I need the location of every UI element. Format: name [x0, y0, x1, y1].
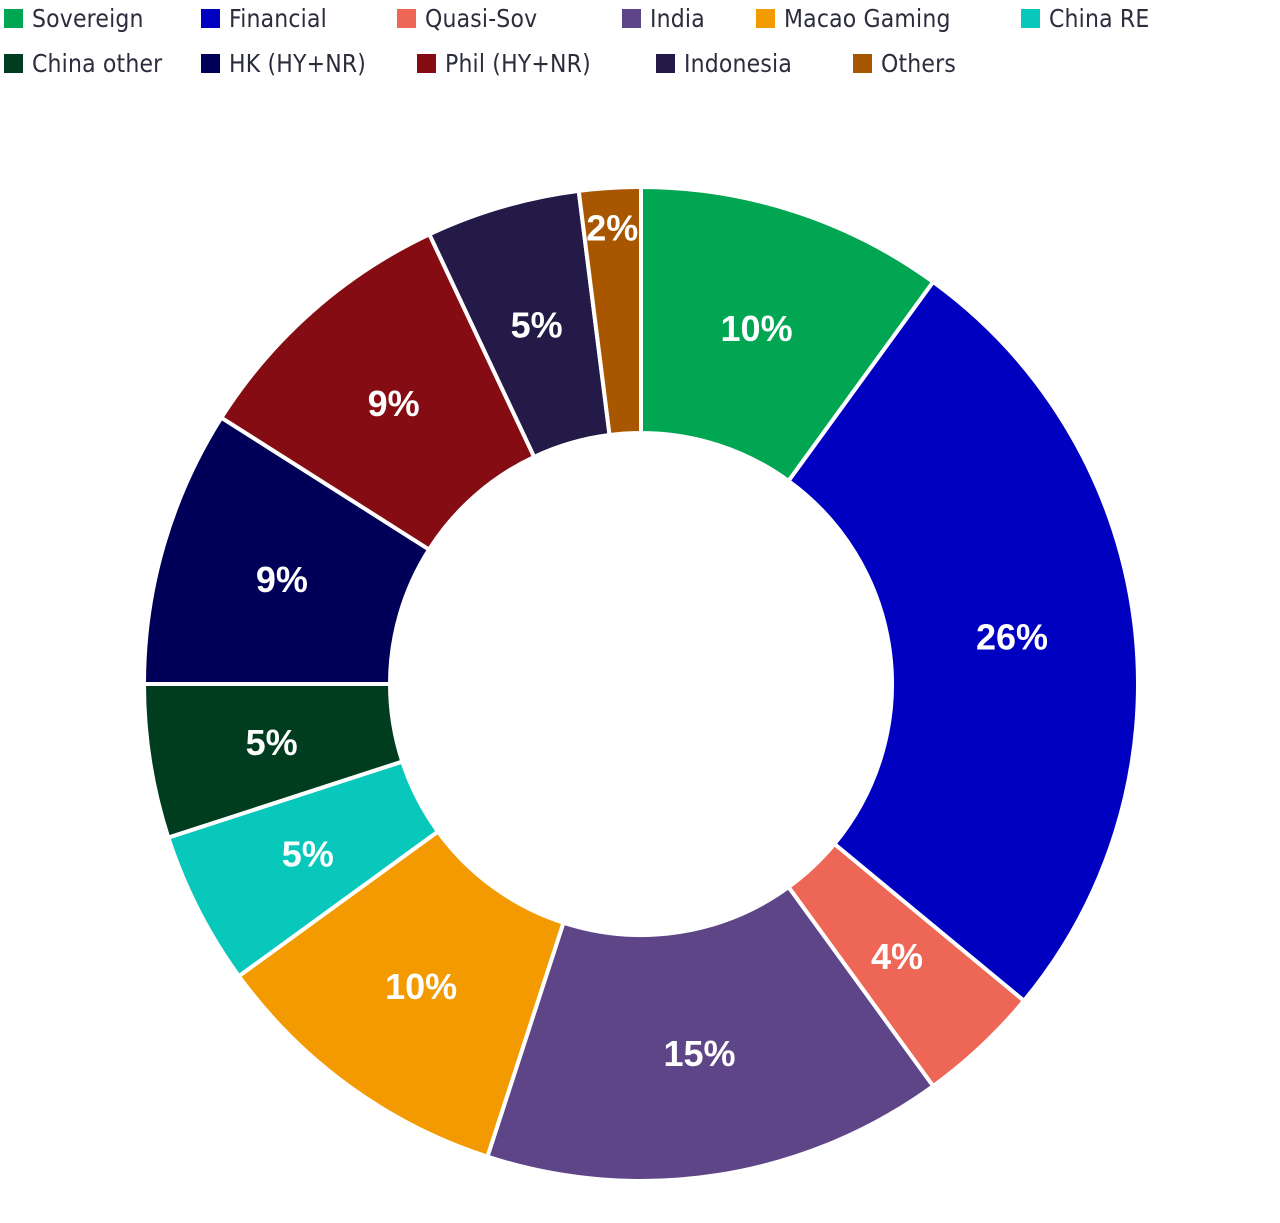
legend-item-phil: Phil (HY+NR)	[417, 48, 611, 78]
slice-value-label: 4%	[871, 936, 923, 977]
donut-slice-phil-hy-nr	[218, 231, 537, 553]
legend-swatch-indonesia	[656, 53, 675, 73]
legend-label: Financial	[229, 3, 327, 33]
donut-slices	[141, 184, 1140, 1183]
legend-item-sovereign: Sovereign	[4, 3, 159, 33]
donut-slice-sovereign	[639, 184, 936, 484]
legend-label: China other	[32, 48, 163, 78]
donut-slice-financial	[785, 279, 1140, 1004]
donut-labels: 10% 26% 4% 15% 10% 5% 5% 9% 9% 5% 2%	[246, 207, 1048, 1073]
legend-swatch-china-other	[4, 53, 23, 73]
legend-item-hk: HK (HY+NR)	[201, 48, 385, 78]
legend-item-others: Others	[853, 48, 966, 78]
chart-legend: Sovereign Financial Quasi-Sov India Maca…	[0, 0, 1280, 90]
donut-slice-hk-hy-nr	[141, 414, 432, 686]
legend-item-indonesia: Indonesia	[656, 48, 807, 78]
legend-swatch-quasi-sov	[397, 8, 416, 28]
legend-item-quasi-sov: Quasi-Sov	[397, 3, 553, 33]
legend-swatch-phil	[417, 53, 436, 73]
legend-item-macao-gaming: Macao Gaming	[756, 3, 973, 33]
legend-label: Sovereign	[32, 3, 144, 33]
legend-item-india: India	[622, 3, 712, 33]
slice-value-label: 9%	[256, 559, 308, 600]
legend-label: Phil (HY+NR)	[445, 48, 591, 78]
legend-label: Quasi-Sov	[425, 3, 538, 33]
slice-value-label: 5%	[282, 833, 334, 874]
legend-label: Indonesia	[684, 48, 792, 78]
donut-slice-others	[576, 184, 643, 438]
legend-label: Others	[881, 48, 956, 78]
slice-value-label: 10%	[385, 966, 457, 1007]
legend-swatch-hk	[201, 53, 220, 73]
legend-item-financial: Financial	[201, 3, 340, 33]
legend-swatch-others	[853, 53, 872, 73]
donut-slice-india	[484, 884, 936, 1183]
slice-value-label: 26%	[976, 617, 1048, 658]
legend-swatch-sovereign	[4, 8, 23, 28]
legend-label: Macao Gaming	[784, 3, 951, 33]
slice-value-label: 9%	[368, 383, 420, 424]
legend-label: HK (HY+NR)	[229, 48, 367, 78]
legend-swatch-china-re	[1021, 8, 1040, 28]
legend-swatch-india	[622, 8, 641, 28]
legend-swatch-financial	[201, 8, 220, 28]
slice-value-label: 15%	[663, 1033, 735, 1074]
legend-swatch-macao-gaming	[756, 8, 775, 28]
slice-value-label: 5%	[511, 304, 563, 345]
legend-label: India	[650, 3, 705, 33]
donut-slice-macao-gaming	[236, 828, 566, 1160]
legend-label: China RE	[1049, 3, 1150, 33]
slice-value-label: 10%	[721, 308, 793, 349]
legend-item-china-other: China other	[4, 48, 180, 78]
slice-value-label: 5%	[246, 722, 298, 763]
legend-item-china-re: China RE	[1021, 3, 1163, 33]
slice-value-label: 2%	[586, 207, 638, 248]
